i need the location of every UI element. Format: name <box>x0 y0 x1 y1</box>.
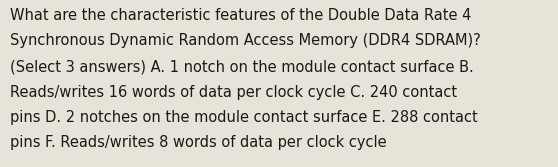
Text: pins F. Reads/writes 8 words of data per clock cycle: pins F. Reads/writes 8 words of data per… <box>10 135 387 150</box>
Text: Reads/writes 16 words of data per clock cycle C. 240 contact: Reads/writes 16 words of data per clock … <box>10 85 457 100</box>
Text: pins D. 2 notches on the module contact surface E. 288 contact: pins D. 2 notches on the module contact … <box>10 110 478 125</box>
Text: (Select 3 answers) A. 1 notch on the module contact surface B.: (Select 3 answers) A. 1 notch on the mod… <box>10 59 474 74</box>
Text: What are the characteristic features of the Double Data Rate 4: What are the characteristic features of … <box>10 8 472 23</box>
Text: Synchronous Dynamic Random Access Memory (DDR4 SDRAM)?: Synchronous Dynamic Random Access Memory… <box>10 34 481 48</box>
